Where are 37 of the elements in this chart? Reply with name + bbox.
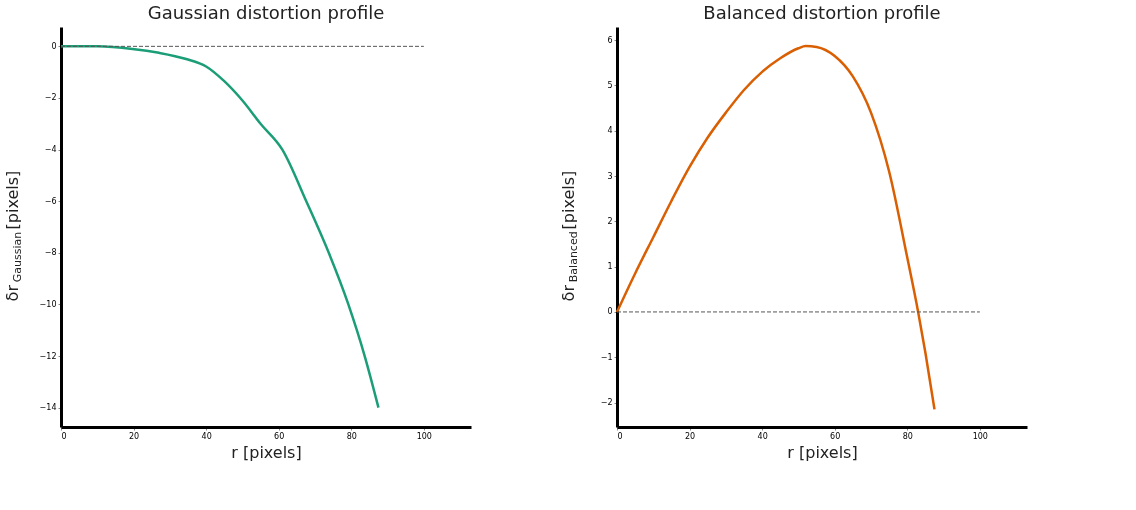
y-tick-label: 5 — [607, 80, 613, 90]
y-tick-label: 2 — [607, 216, 613, 226]
y-axis-title: δrGaussian[pixels] — [3, 170, 24, 302]
y-tick-label: −8 — [44, 248, 57, 258]
x-tick-label: 20 — [684, 431, 696, 441]
chart-title: Balanced distortion profile — [703, 2, 941, 23]
y-tick-label: 4 — [607, 126, 613, 136]
x-tick-label: 80 — [902, 431, 913, 441]
y-tick-label: 0 — [51, 41, 57, 51]
y-tick-label: 3 — [607, 171, 613, 181]
x-tick-label: 0 — [61, 431, 67, 441]
x-tick-label: 0 — [617, 431, 623, 441]
y-axis-title: δrBalanced[pixels] — [559, 170, 580, 302]
y-tick-label: −4 — [44, 145, 57, 155]
x-tick-label: 60 — [274, 431, 285, 441]
x-tick-label: 80 — [346, 431, 357, 441]
line-series — [59, 45, 380, 409]
x-tick-label: 20 — [128, 431, 140, 441]
y-tick-label: 6 — [607, 35, 613, 45]
y-tick-label: 0 — [607, 307, 613, 317]
y-tick-label: −2 — [600, 398, 613, 408]
y-tick-label: −14 — [39, 403, 57, 413]
y-tick-label: −10 — [39, 299, 57, 309]
x-tick-label: 100 — [416, 431, 432, 441]
x-tick-label: 40 — [757, 431, 768, 441]
y-tick-label: 1 — [607, 262, 613, 272]
line-series — [615, 44, 936, 411]
y-tick-label: −6 — [44, 196, 57, 206]
x-axis-title: r [pixels] — [787, 442, 858, 462]
y-tick-label: −1 — [600, 352, 613, 362]
chart-title: Gaussian distortion profile — [147, 2, 385, 23]
y-tick-label: −2 — [44, 93, 57, 103]
y-tick-label: −12 — [39, 351, 57, 361]
x-axis-title: r [pixels] — [231, 442, 302, 462]
x-tick-label: 100 — [972, 431, 988, 441]
x-tick-label: 40 — [201, 431, 212, 441]
x-tick-label: 60 — [830, 431, 841, 441]
